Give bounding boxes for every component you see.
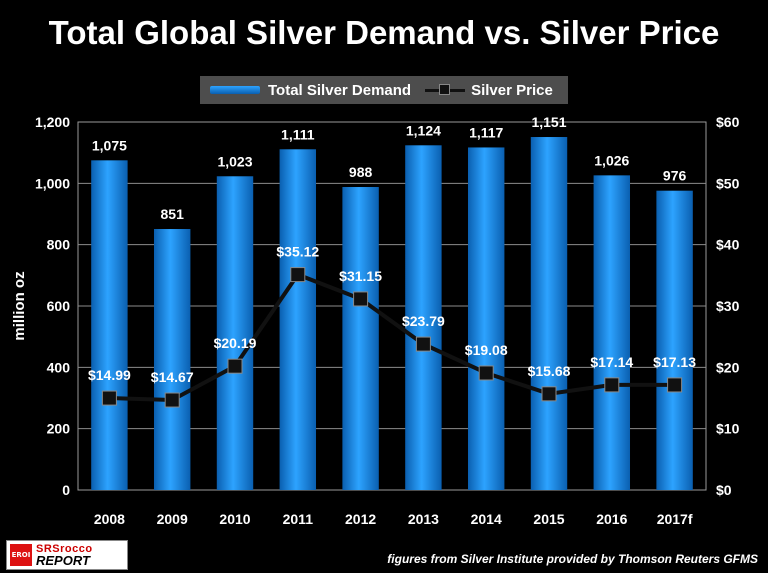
demand-bar (216, 176, 254, 490)
demand-data-label: 1,026 (594, 152, 629, 168)
price-data-label: $17.13 (653, 354, 696, 370)
price-marker (604, 377, 620, 393)
price-marker (101, 390, 117, 406)
price-data-label: $14.67 (151, 369, 194, 385)
price-data-label: $17.14 (590, 354, 633, 370)
demand-bar (405, 145, 442, 490)
demand-bar (593, 175, 631, 491)
price-marker (541, 386, 557, 402)
eroi-badge-icon: EROI (10, 544, 32, 566)
price-data-label: $14.99 (88, 367, 131, 383)
legend-swatch-demand (210, 86, 260, 94)
legend: Total Silver Demand Silver Price (200, 76, 568, 104)
price-marker (164, 392, 180, 408)
legend-item-demand: Total Silver Demand (200, 82, 411, 99)
legend-swatch-price (425, 83, 466, 97)
demand-data-label: 1,124 (406, 122, 441, 138)
y2-tick-label: $10 (716, 421, 740, 437)
x-tick-label: 2015 (533, 511, 564, 527)
price-marker (667, 377, 683, 393)
price-data-label: $23.79 (402, 313, 445, 329)
x-tick-label: 2010 (219, 511, 250, 527)
logo-line1: SRSrocco (36, 543, 93, 555)
y2-tick-label: $30 (716, 298, 740, 314)
demand-data-label: 1,117 (469, 124, 503, 140)
price-data-label: $15.68 (528, 363, 571, 379)
demand-bar (342, 187, 379, 490)
y2-tick-label: $0 (716, 482, 732, 498)
demand-data-label: 976 (663, 168, 687, 184)
y-tick-label: 200 (47, 421, 71, 437)
price-line (109, 272, 675, 403)
demand-data-label: 1,111 (281, 126, 315, 142)
demand-data-label: 1,151 (531, 114, 566, 130)
srsrocco-logo: EROI SRSrocco REPORT (6, 540, 128, 570)
demand-data-label: 1,023 (217, 153, 252, 169)
demand-bar (530, 137, 568, 490)
demand-data-label: 988 (349, 164, 373, 180)
y-tick-label: 1,200 (35, 114, 70, 130)
price-data-label: $35.12 (276, 244, 319, 260)
y-tick-label: 600 (47, 298, 71, 314)
legend-label-price: Silver Price (471, 81, 553, 99)
demand-bar (279, 149, 317, 490)
price-marker (353, 291, 369, 307)
demand-bar (656, 190, 693, 490)
y-tick-label: 400 (47, 359, 71, 375)
source-note: figures from Silver Institute provided b… (387, 552, 758, 566)
demand-bar (153, 229, 191, 490)
chart-title: Total Global Silver Demand vs. Silver Pr… (48, 14, 720, 51)
price-marker (290, 267, 306, 283)
x-tick-label: 2011 (283, 511, 314, 527)
y2-tick-label: $50 (716, 175, 740, 191)
x-tick-label: 2017f (657, 511, 693, 527)
price-data-label: $31.15 (339, 268, 382, 284)
y2-tick-label: $40 (716, 237, 740, 253)
logo-text: SRSrocco REPORT (36, 543, 93, 568)
y-tick-label: 1,000 (35, 175, 70, 191)
price-data-label: $20.19 (214, 335, 257, 351)
price-data-label: $19.08 (465, 342, 508, 358)
y-tick-label: 800 (47, 237, 71, 253)
price-marker (415, 336, 431, 352)
logo-line2: REPORT (36, 553, 90, 568)
x-tick-label: 2009 (157, 511, 188, 527)
demand-bar (91, 160, 128, 491)
y2-tick-label: $20 (716, 359, 740, 375)
demand-data-label: 1,075 (92, 137, 127, 153)
y-tick-label: 0 (62, 482, 70, 498)
y2-tick-label: $60 (716, 114, 740, 130)
legend-item-price: Silver Price (411, 82, 553, 99)
price-marker (227, 358, 243, 374)
demand-data-label: 851 (161, 206, 185, 222)
demand-bar (467, 147, 505, 490)
price-marker (478, 365, 494, 381)
x-tick-label: 2008 (94, 511, 125, 527)
x-tick-label: 2016 (596, 511, 627, 527)
legend-label-demand: Total Silver Demand (268, 81, 412, 99)
x-tick-label: 2012 (345, 511, 376, 527)
x-tick-label: 2013 (408, 511, 439, 527)
x-tick-label: 2014 (471, 511, 502, 527)
y-axis-title: million oz (11, 271, 28, 340)
